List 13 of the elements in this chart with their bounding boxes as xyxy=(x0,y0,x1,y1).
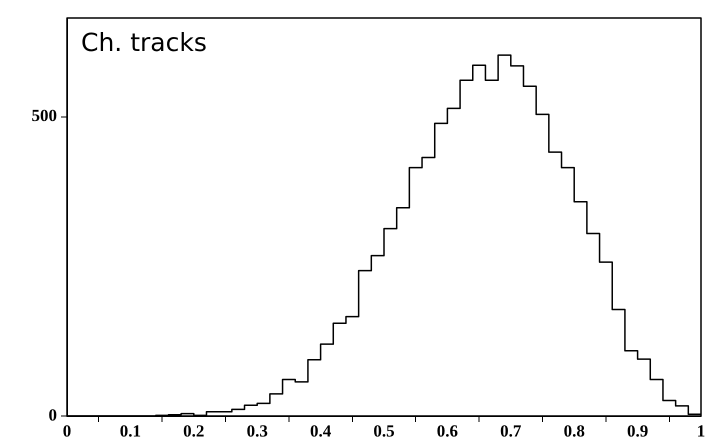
y-tick-label: 500 xyxy=(32,106,57,126)
x-tick-label: 0.1 xyxy=(120,422,142,441)
x-tick-label: 0 xyxy=(62,422,72,441)
x-tick-label: 0.8 xyxy=(564,422,585,441)
x-tick-label: 0.6 xyxy=(436,422,458,441)
x-tick-label: 0.3 xyxy=(246,422,268,441)
x-tick-label: 0.7 xyxy=(500,422,522,441)
x-tick-label: 1 xyxy=(696,422,706,441)
x-tick-label: 0.9 xyxy=(626,422,648,441)
chart-title: Ch. tracks xyxy=(81,28,207,57)
x-tick-label: 0.4 xyxy=(310,422,332,441)
x-tick-label: 0.2 xyxy=(183,422,204,441)
x-tick-label: 0.5 xyxy=(373,422,395,441)
